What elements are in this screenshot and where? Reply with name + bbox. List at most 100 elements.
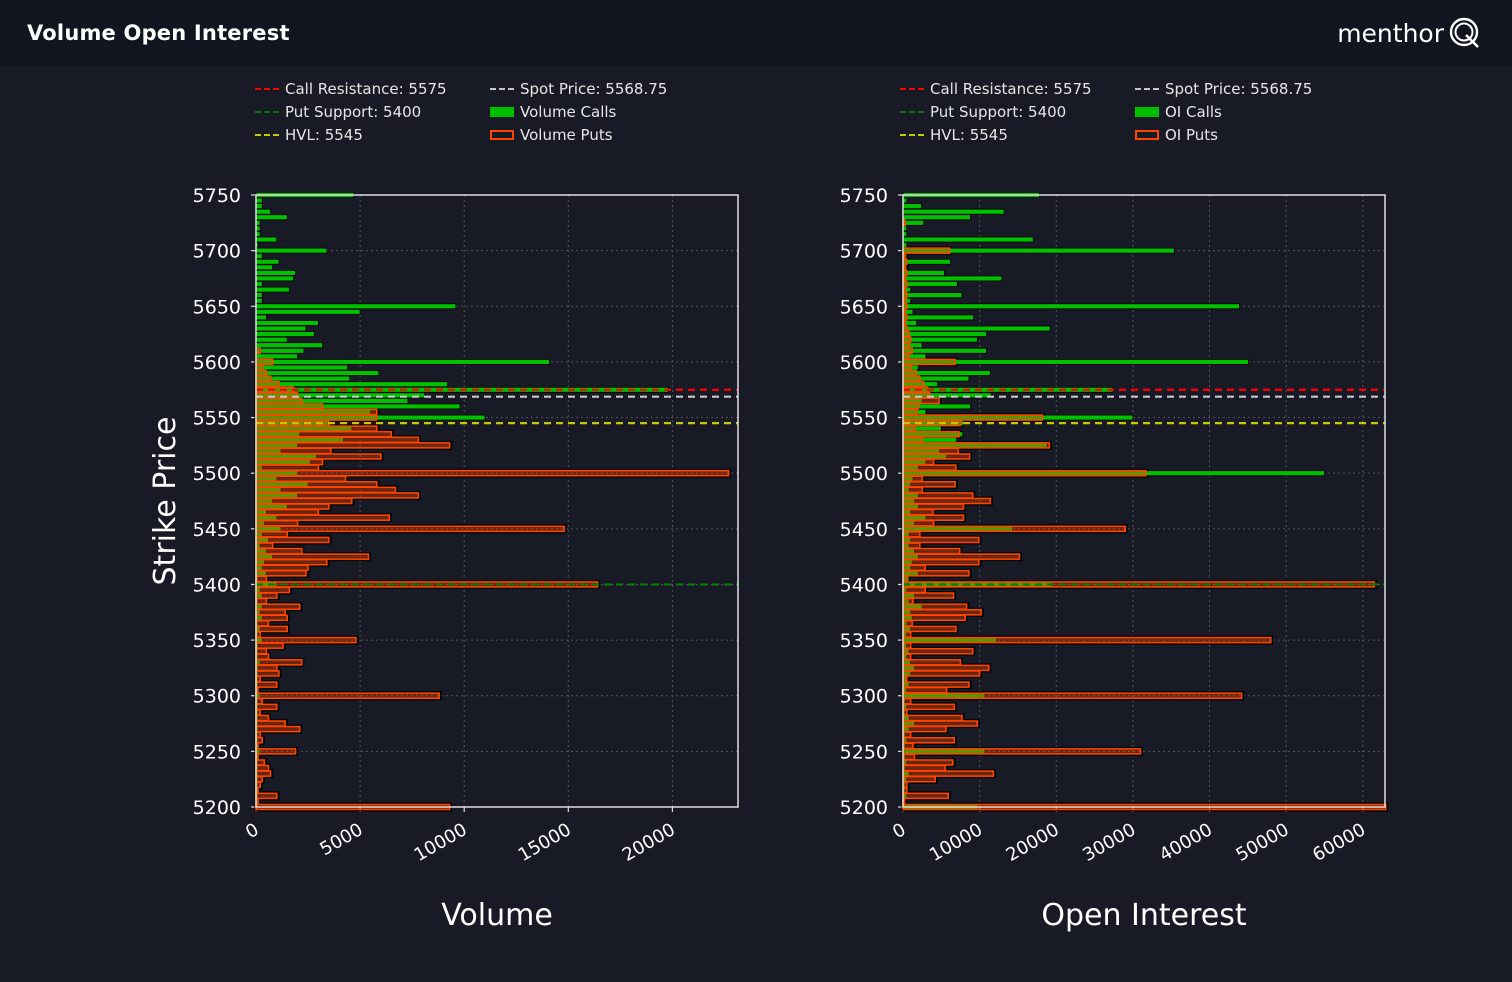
put-bar bbox=[255, 725, 301, 733]
legend-label: Call Resistance: 5575 bbox=[285, 80, 447, 98]
legend-label: Call Resistance: 5575 bbox=[930, 80, 1092, 98]
y-tick-label: 5550 bbox=[193, 408, 241, 430]
put-bar bbox=[255, 369, 268, 377]
put-bar bbox=[902, 764, 946, 772]
put-bar bbox=[255, 542, 274, 549]
put-bar bbox=[255, 681, 278, 688]
put-bar bbox=[255, 375, 272, 382]
legend-label: HVL: 5545 bbox=[285, 126, 363, 144]
y-tick-label: 5650 bbox=[193, 296, 241, 318]
put-bar bbox=[902, 469, 1147, 477]
y-tick-label: 5700 bbox=[840, 241, 888, 263]
put-bar bbox=[255, 764, 270, 772]
put-bar bbox=[902, 525, 1127, 533]
call-bar bbox=[255, 308, 361, 315]
put-bar bbox=[902, 697, 912, 705]
put-bar bbox=[255, 497, 353, 505]
put-bar bbox=[902, 547, 961, 555]
call-bar bbox=[902, 314, 974, 321]
put-bar bbox=[902, 358, 956, 366]
legend-dash-swatch bbox=[900, 134, 924, 136]
legend-item-put-support: Put Support: 5400 bbox=[255, 103, 421, 121]
y-tick-label: 5650 bbox=[840, 296, 888, 318]
y-tick-label: 5600 bbox=[193, 352, 241, 374]
call-bar bbox=[902, 347, 987, 354]
legend-item-call-resistance: Call Resistance: 5575 bbox=[900, 80, 1092, 98]
call-bar bbox=[255, 264, 274, 271]
oi-legend: Call Resistance: 5575 Put Support: 5400 HV… bbox=[900, 80, 1340, 150]
put-bar bbox=[902, 336, 912, 343]
oi-chart: 5200 5250 5300 5350 5400 5450 5500 5550 5600 5650… bbox=[840, 185, 1389, 933]
call-bar bbox=[255, 236, 278, 243]
call-bar bbox=[902, 325, 1051, 332]
put-bar bbox=[255, 647, 268, 655]
call-bar bbox=[902, 292, 963, 299]
put-bar bbox=[255, 453, 382, 460]
call-bar bbox=[255, 336, 288, 343]
charts-canvas: 5200 5250 5300 5350 5400 5450 5500 5550 5600 5650… bbox=[148, 185, 1389, 933]
put-bar bbox=[255, 475, 347, 483]
put-bar bbox=[255, 403, 324, 410]
call-bar bbox=[902, 203, 922, 210]
y-tick-label: 5350 bbox=[840, 630, 888, 652]
put-bar bbox=[902, 375, 921, 382]
put-bar bbox=[902, 670, 981, 677]
y-tick-label: 5400 bbox=[840, 574, 888, 596]
put-bar bbox=[902, 247, 951, 254]
put-bar bbox=[902, 492, 974, 499]
put-bar bbox=[902, 703, 956, 711]
put-bar bbox=[902, 608, 982, 616]
legend-label: HVL: 5545 bbox=[930, 126, 1008, 144]
put-bar bbox=[902, 481, 956, 488]
y-tick-label: 5500 bbox=[840, 463, 888, 485]
put-bar bbox=[902, 403, 920, 410]
x-tick-label: 50000 bbox=[1233, 819, 1293, 866]
put-bar bbox=[255, 519, 299, 527]
put-bar bbox=[255, 642, 284, 649]
x-axis-label: Volume bbox=[441, 898, 553, 933]
put-bar bbox=[255, 564, 309, 572]
y-tick-label: 5700 bbox=[193, 241, 241, 263]
call-bar bbox=[255, 203, 263, 210]
call-bar bbox=[255, 353, 299, 360]
y-tick-label: 5450 bbox=[840, 519, 888, 541]
legend-dash-swatch bbox=[900, 111, 924, 113]
call-bar bbox=[902, 208, 1005, 215]
put-bar bbox=[902, 542, 921, 549]
put-bar bbox=[255, 525, 565, 533]
call-bar bbox=[255, 214, 288, 221]
put-bar bbox=[255, 620, 270, 627]
put-bar bbox=[255, 514, 391, 521]
put-bar bbox=[255, 430, 393, 438]
put-bar bbox=[902, 414, 1044, 421]
y-tick-label: 5300 bbox=[840, 686, 888, 708]
put-bar bbox=[902, 720, 979, 727]
call-bar bbox=[255, 314, 267, 321]
call-bar bbox=[902, 386, 1114, 393]
put-bar bbox=[255, 397, 303, 405]
call-bar bbox=[902, 236, 1034, 243]
y-tick-label: 5250 bbox=[193, 741, 241, 763]
put-bar bbox=[902, 742, 914, 750]
legend-dash-swatch bbox=[255, 111, 279, 113]
y-tick-label: 5250 bbox=[840, 741, 888, 763]
y-tick-label: 5350 bbox=[193, 630, 241, 652]
put-bar bbox=[902, 625, 957, 633]
put-bar bbox=[255, 425, 378, 432]
put-bar bbox=[902, 614, 966, 622]
call-bar bbox=[255, 342, 324, 349]
put-bar bbox=[902, 347, 913, 355]
call-bar bbox=[255, 269, 296, 276]
put-bar bbox=[902, 636, 1272, 644]
put-bar bbox=[902, 631, 912, 638]
call-bar bbox=[255, 258, 280, 265]
put-bar bbox=[902, 770, 995, 777]
legend-label: Put Support: 5400 bbox=[930, 103, 1067, 121]
put-bar bbox=[902, 369, 917, 377]
put-bar bbox=[255, 508, 320, 516]
call-bar bbox=[255, 370, 380, 376]
call-bar bbox=[902, 275, 1003, 282]
put-bar bbox=[255, 547, 303, 555]
put-bar bbox=[255, 364, 264, 371]
put-bar bbox=[902, 464, 957, 471]
